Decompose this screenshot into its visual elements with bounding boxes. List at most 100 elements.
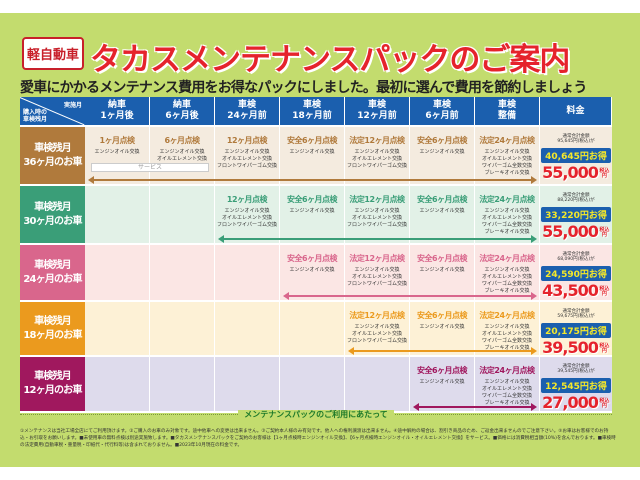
service-items: エンジンオイル交換 xyxy=(419,208,465,214)
pack-price: 55,000税込円 xyxy=(540,164,612,182)
inspection-name: 12ヶ月点検 xyxy=(226,136,268,145)
column-header: 車検 整備 xyxy=(475,97,540,125)
maintenance-cell: 法定24ヶ月点検エンジンオイル交換 オイルエレメント交換 ワイパーゴム全数交換 … xyxy=(475,302,540,357)
inspection-name: 安全6ヶ月点検 xyxy=(416,366,468,375)
savings-badge: 20,175円お得 xyxy=(541,323,611,338)
inspection-name: 安全6ヶ月点検 xyxy=(286,136,338,145)
service-items: エンジンオイル交換 xyxy=(419,324,465,330)
inspection-name: 法定12ヶ月点検 xyxy=(349,136,405,145)
empty-cell xyxy=(215,302,280,357)
empty-cell xyxy=(85,245,150,302)
empty-cell xyxy=(150,245,215,302)
price-cell: 通常合計金額 68,090円(税込)が 24,590円お得 43,500税込円 xyxy=(540,245,612,302)
empty-cell xyxy=(85,357,150,413)
maintenance-cell: 安全6ヶ月点検 エンジンオイル交換 xyxy=(410,186,475,245)
maintenance-cell: 法定12ヶ月点検エンジンオイル交換 オイルエレメント交換 フロントワイパーゴム交… xyxy=(345,245,410,302)
maintenance-cell: 安全6ヶ月点検 エンジンオイル交換 xyxy=(410,245,475,302)
savings-badge: 12,545円お得 xyxy=(541,378,611,393)
empty-cell xyxy=(85,186,150,245)
service-items: エンジンオイル交換 オイルエレメント交換 ワイパーゴム全数交換 ブレーキオイル交… xyxy=(481,267,532,294)
empty-cell xyxy=(345,357,410,413)
inspection-name: 法定24ヶ月点検 xyxy=(479,195,535,204)
service-items: エンジンオイル交換 xyxy=(94,149,140,155)
inspection-name: 6ヶ月点検 xyxy=(164,136,200,145)
inspection-name: 1ヶ月点検 xyxy=(99,136,135,145)
price-amount: 39,500 xyxy=(542,338,599,357)
footer-heading: メンテナンスパックのご利用にあたって xyxy=(20,410,612,426)
maintenance-cell: 12ヶ月点検エンジンオイル交換 オイルエレメント交換 フロントワイパーゴム交換 xyxy=(215,127,280,186)
empty-cell xyxy=(280,302,345,357)
normal-total: 通常合計金額 88,220円(税込)が xyxy=(557,193,595,203)
column-header: 車検 18ヶ月前 xyxy=(280,97,345,125)
maintenance-cell: 法定12ヶ月点検 エンジンオイル交換 オイルエレメント交換 フロントワイパーゴム交… xyxy=(345,302,410,357)
coverage-arrow xyxy=(348,347,537,355)
inspection-name: 安全6ヶ月点検 xyxy=(286,195,338,204)
savings-badge: 40,645円お得 xyxy=(541,148,611,163)
row-label: 車検残月 24ヶ月のお車 xyxy=(20,245,85,302)
service-items: エンジンオイル交換 オイルエレメント交換 フロントワイパーゴム交換 xyxy=(217,208,277,228)
maintenance-cell: 法定12ヶ月点検 エンジンオイル交換 オイルエレメント交換 フロントワイパーゴム交… xyxy=(345,127,410,186)
coverage-arrow xyxy=(413,403,537,411)
inspection-name: 法定12ヶ月点検 xyxy=(349,254,405,263)
maintenance-cell: 安全6ヶ月点検 エンジンオイル交換 xyxy=(280,127,345,186)
empty-cell xyxy=(215,245,280,302)
coverage-arrow xyxy=(283,292,537,300)
corner-bottom-label: 購入時の 車検残月 xyxy=(23,109,48,123)
inspection-name: 法定12ヶ月点検 xyxy=(349,195,405,204)
price-cell: 通常合計金額 59,675円(税込)が 20,175円お得 39,500税込円 xyxy=(540,302,612,357)
maintenance-cell: 1ヶ月点検エンジンオイル交換 xyxy=(85,127,150,186)
service-items: エンジンオイル交換 オイルエレメント交換 フロントワイパーゴム交換 xyxy=(347,208,407,228)
inspection-name: 12ヶ月点検 xyxy=(226,195,268,204)
service-items: エンジンオイル交換 xyxy=(419,267,465,273)
pack-price: 43,500税込円 xyxy=(540,282,612,300)
inspection-name: 安全6ヶ月点検 xyxy=(416,136,468,145)
price-amount: 43,500 xyxy=(542,281,599,300)
maintenance-cell: 安全6ヶ月点検 エンジンオイル交換 xyxy=(280,186,345,245)
inspection-name: 法定12ヶ月点検 xyxy=(349,311,405,320)
service-items: エンジンオイル交換 xyxy=(419,149,465,155)
price-cell: 通常合計金額 88,220円(税込)が 33,220円お得 55,000税込円 xyxy=(540,186,612,245)
maintenance-cell: 法定24ヶ月点検エンジンオイル交換 オイルエレメント交換 ワイパーゴム全数交換 … xyxy=(475,186,540,245)
empty-cell xyxy=(215,357,280,413)
service-items: エンジンオイル交換 オイルエレメント交換 フロントワイパーゴム交換 xyxy=(217,149,277,169)
inspection-name: 法定24ヶ月点検 xyxy=(479,311,535,320)
savings-badge: 33,220円お得 xyxy=(541,207,611,222)
column-header: 車検 12ヶ月前 xyxy=(345,97,410,125)
price-amount: 27,000 xyxy=(542,393,599,412)
service-items: エンジンオイル交換 xyxy=(289,149,335,155)
maintenance-cell: 安全6ヶ月点検 エンジンオイル交換 xyxy=(410,302,475,357)
service-note: サービス xyxy=(91,163,209,172)
row-label: 車検残月 36ヶ月のお車 xyxy=(20,127,85,186)
pack-price: 55,000税込円 xyxy=(540,223,612,241)
service-items: エンジンオイル交換 オイルエレメント交換 ワイパーゴム全数交換 ブレーキオイル交… xyxy=(481,149,532,176)
maintenance-cell: 6ヶ月点検エンジンオイル交換 オイルエレメント交換 xyxy=(150,127,215,186)
price-unit: 税込円 xyxy=(599,285,610,297)
footer-heading-text: メンテナンスパックのご利用にあたって xyxy=(238,410,394,419)
pack-price: 27,000税込円 xyxy=(540,394,612,412)
price-unit: 税込円 xyxy=(599,167,610,179)
normal-total: 通常合計金額 59,675円(税込)が xyxy=(557,309,595,319)
inspection-name: 安全6ヶ月点検 xyxy=(416,254,468,263)
price-cell: 通常合計金額 39,545円(税込)が 12,545円お得 27,000税込円 xyxy=(540,357,612,413)
inspection-name: 安全6ヶ月点検 xyxy=(416,311,468,320)
inspection-name: 安全6ヶ月点検 xyxy=(286,254,338,263)
coverage-arrow xyxy=(88,176,537,184)
empty-cell xyxy=(280,357,345,413)
service-items: エンジンオイル交換 オイルエレメント交換 フロントワイパーゴム交換 xyxy=(347,267,407,287)
empty-cell xyxy=(150,186,215,245)
maintenance-cell: 法定24ヶ月点検 エンジンオイル交換 オイルエレメント交換 ワイパーゴム全数交換 … xyxy=(475,245,540,302)
price-unit: 税込円 xyxy=(599,397,610,409)
service-items: エンジンオイル交換 オイルエレメント交換 xyxy=(156,149,207,162)
column-header: 車検 24ヶ月前 xyxy=(215,97,280,125)
maintenance-cell: 安全6ヶ月点検 エンジンオイル交換 xyxy=(410,357,475,413)
service-items: エンジンオイル交換 xyxy=(419,379,465,385)
service-items: エンジンオイル交換 オイルエレメント交換 ワイパーゴム全数交換 ブレーキオイル交… xyxy=(481,324,532,351)
price-amount: 55,000 xyxy=(542,222,599,241)
page-title: タカスメンテナンスパックのご案内 xyxy=(90,42,570,78)
row-label: 車検残月 18ヶ月のお車 xyxy=(20,302,85,357)
corner-top-label: 実施月 xyxy=(63,102,82,109)
service-items: エンジンオイル交換 オイルエレメント交換 ワイパーゴム全数交換 ブレーキオイル交… xyxy=(481,208,532,235)
maintenance-cell: 安全6ヶ月点検 エンジンオイル交換 xyxy=(410,127,475,186)
maintenance-cell: 法定24ヶ月点検 エンジンオイル交換 オイルエレメント交換 ワイパーゴム全数交換 … xyxy=(475,357,540,413)
savings-badge: 24,590円お得 xyxy=(541,266,611,281)
